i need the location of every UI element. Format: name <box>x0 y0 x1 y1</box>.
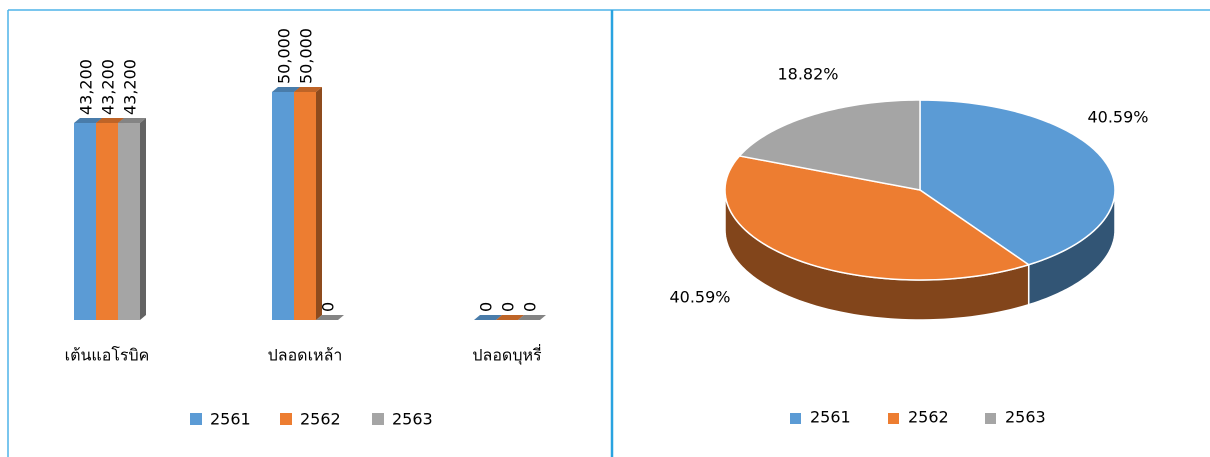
value-label: 43,200 <box>121 59 140 115</box>
legend-label: 2563 <box>1005 408 1046 427</box>
legend-label: 2561 <box>810 408 851 427</box>
legend-swatch <box>790 413 801 424</box>
legend-label: 2562 <box>300 410 341 429</box>
legend-swatch <box>372 413 384 425</box>
bar <box>518 315 546 320</box>
x-tick-label: เต้นแอโรบิค <box>65 346 150 365</box>
legend-swatch <box>190 413 202 425</box>
bar-face <box>118 123 140 321</box>
bar-side <box>316 87 322 320</box>
value-label: 0 <box>521 302 540 312</box>
pie-slice <box>738 99 921 191</box>
value-label: 43,200 <box>99 59 118 115</box>
bar <box>496 315 524 320</box>
bar <box>316 315 344 320</box>
bar-face <box>74 123 96 321</box>
bar <box>474 315 502 320</box>
pie-slice <box>919 99 1116 266</box>
bar-top <box>316 315 344 320</box>
x-tick-label: ปลอดเหล้า <box>268 346 343 365</box>
legend-swatch <box>985 413 996 424</box>
legend-label: 2563 <box>392 410 433 429</box>
legend-swatch <box>888 413 899 424</box>
bar-top <box>74 118 102 124</box>
value-label: 40.59% <box>1087 108 1148 127</box>
value-label: 50,000 <box>275 28 294 84</box>
value-label: 0 <box>319 302 338 312</box>
bar-side <box>140 118 146 321</box>
bar-top <box>118 118 146 124</box>
value-label: 18.82% <box>777 65 838 84</box>
bar-face <box>294 92 316 320</box>
bar <box>118 118 146 321</box>
bar <box>294 87 322 320</box>
bar-top <box>474 315 502 320</box>
bar-face <box>96 123 118 321</box>
value-label: 43,200 <box>77 59 96 115</box>
bar-face <box>272 92 294 320</box>
bar-top <box>496 315 524 320</box>
value-label: 0 <box>499 302 518 312</box>
pie-slice <box>724 155 1031 281</box>
legend-label: 2562 <box>908 408 949 427</box>
value-label: 40.59% <box>669 288 730 307</box>
bar-top <box>518 315 546 320</box>
x-tick-label: ปลอดบุหรี่ <box>472 344 542 366</box>
legend-label: 2561 <box>210 410 251 429</box>
bar-top <box>294 87 322 92</box>
value-label: 50,000 <box>297 28 316 84</box>
bar-top <box>272 87 300 92</box>
value-label: 0 <box>477 302 496 312</box>
legend-swatch <box>280 413 292 425</box>
bar-top <box>96 118 124 124</box>
